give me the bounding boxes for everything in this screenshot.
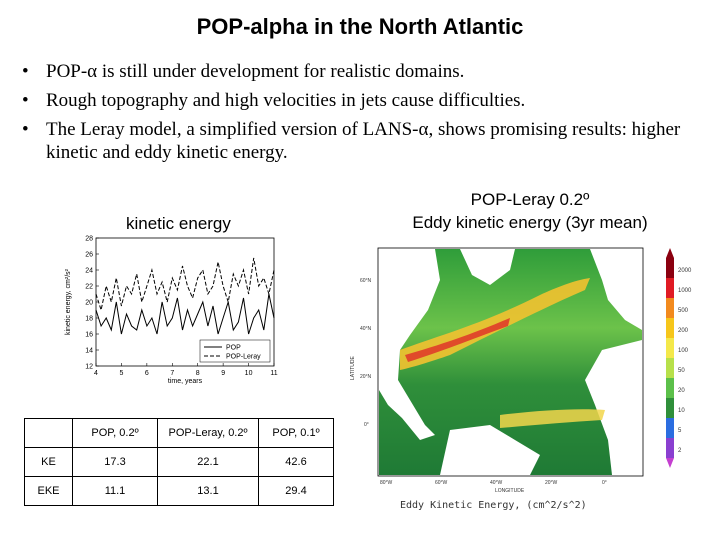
- kinetic-energy-chart: 12 14 16 18 20 22 24 26 28 4 5 6 7 8 9 10 11 time, years k…: [65, 236, 278, 386]
- y-tick-label: 22: [85, 284, 93, 291]
- table-row: KE 17.3 22.1 42.6: [24, 447, 334, 477]
- table-cell: 13.1: [157, 476, 259, 506]
- x-tick-label: 8: [196, 370, 200, 377]
- lat-tick: 0°: [364, 422, 369, 428]
- europe-landmass: [590, 249, 642, 330]
- greenland-landmass: [460, 249, 515, 285]
- bullet-item: • The Leray model, a simplified version o…: [18, 118, 708, 164]
- colorbar-tick: 2000: [678, 268, 692, 274]
- row-label: KE: [24, 447, 73, 477]
- colorbar-seg: [666, 258, 674, 278]
- x-tick-label: 9: [221, 370, 225, 377]
- map-heading: POP-Leray 0.2º: [470, 190, 590, 209]
- lat-tick: 40°N: [360, 326, 372, 332]
- series-line: [95, 257, 275, 312]
- x-tick-label: 7: [170, 370, 174, 377]
- bullet-text: POP-α is still under development for rea…: [46, 61, 465, 82]
- row-label: EKE: [24, 476, 73, 506]
- x-axis-label: time, years: [168, 378, 203, 385]
- colorbar-tick: 500: [678, 308, 689, 314]
- y-tick-label: 12: [85, 364, 93, 371]
- colorbar-seg: [666, 418, 674, 438]
- lon-tick: 20°W: [545, 480, 558, 486]
- x-tick-label: 10: [245, 370, 253, 377]
- table-row: EKE 11.1 13.1 29.4: [24, 476, 334, 506]
- africa-landmass: [585, 340, 642, 475]
- colorbar-seg: [666, 278, 674, 298]
- y-tick-label: 18: [85, 316, 93, 323]
- slide-title: POP-alpha in the North Atlantic: [196, 14, 524, 39]
- table-cell: 17.3: [72, 447, 158, 477]
- bullet-dot: •: [22, 119, 29, 140]
- colorbar-tick: 100: [678, 348, 689, 354]
- ke-chart-heading: kinetic energy: [126, 214, 231, 233]
- x-tick-label: 6: [145, 370, 149, 377]
- y-tick-label: 20: [85, 300, 93, 307]
- table-header-cell: POP-Leray, 0.2º: [157, 418, 259, 448]
- bullet-dot: •: [22, 61, 29, 82]
- colorbar-tick: 1000: [678, 288, 692, 294]
- lat-tick: 60°N: [360, 278, 372, 284]
- bullet-text: Rough topography and high velocities in …: [46, 90, 526, 111]
- y-axis-label: kinetic energy, cm²/s²: [65, 268, 72, 335]
- y-tick-label: 26: [85, 252, 93, 259]
- colorbar-tick: 2: [678, 448, 682, 454]
- bullet-item: • Rough topography and high velocities in…: [18, 89, 708, 112]
- table-cell: 22.1: [157, 447, 259, 477]
- bullet-item: • POP-α is still under development for re…: [18, 60, 708, 83]
- lat-tick: 20°N: [360, 374, 372, 380]
- colorbar-tick: 5: [678, 428, 682, 434]
- colorbar-cap: [666, 248, 674, 258]
- colorbar-tick: 20: [678, 388, 685, 394]
- y-tick-label: 16: [85, 332, 93, 339]
- series-line: [95, 293, 275, 335]
- lon-axis-label: LONGITUDE: [495, 488, 525, 494]
- y-tick-label: 14: [85, 348, 93, 355]
- bullet-dot: •: [22, 90, 29, 111]
- legend-label: POP: [226, 345, 241, 352]
- lon-tick: 40°W: [490, 480, 503, 486]
- legend-label: POP-Leray: [226, 354, 261, 361]
- gulf-stream-core: [405, 318, 510, 362]
- colorbar-seg: [666, 298, 674, 318]
- map-subheading: Eddy kinetic energy (3yr mean): [412, 213, 648, 232]
- y-tick-label: 24: [85, 268, 93, 275]
- table-header-cell: [24, 418, 73, 448]
- colorbar-tick: 200: [678, 328, 689, 334]
- table-cell: 11.1: [72, 476, 158, 506]
- x-tick-label: 4: [94, 370, 98, 377]
- x-tick-label: 11: [270, 370, 277, 377]
- bullet-list: • POP-α is still under development for re…: [18, 60, 708, 170]
- lon-tick: 80°W: [380, 480, 393, 486]
- south-america-landmass: [440, 425, 540, 475]
- lon-tick: 60°W: [435, 480, 448, 486]
- colorbar-seg: [666, 338, 674, 358]
- colorbar-seg: [666, 438, 674, 458]
- north-america-landmass: [379, 249, 440, 440]
- colorbar-tick: 50: [678, 368, 685, 374]
- colorbar-seg: [666, 358, 674, 378]
- bullet-text: The Leray model, a simplified version of…: [46, 119, 681, 163]
- table-header-cell: POP, 0.1º: [258, 418, 334, 448]
- x-tick-label: 5: [119, 370, 123, 377]
- table-cell: 42.6: [258, 447, 334, 477]
- eke-map: 2000 1000 500 200 100 50 20 10 5 2 60°N …: [350, 247, 692, 494]
- lon-tick: 0°: [602, 480, 607, 486]
- table-header-row: POP, 0.2º POP-Leray, 0.2º POP, 0.1º: [24, 418, 334, 448]
- results-table: POP, 0.2º POP-Leray, 0.2º POP, 0.1º KE 1…: [24, 418, 334, 506]
- map-caption: Eddy Kinetic Energy, (cm^2/s^2): [400, 500, 587, 511]
- lat-axis-label: LATITUDE: [350, 356, 356, 380]
- colorbar-cap: [666, 458, 674, 468]
- y-tick-label: 28: [85, 236, 93, 243]
- colorbar-seg: [666, 378, 674, 398]
- colorbar-tick: 10: [678, 408, 685, 414]
- table-cell: 29.4: [258, 476, 334, 506]
- equatorial-band: [500, 409, 605, 428]
- table-header-cell: POP, 0.2º: [72, 418, 158, 448]
- colorbar-seg: [666, 398, 674, 418]
- colorbar-seg: [666, 318, 674, 338]
